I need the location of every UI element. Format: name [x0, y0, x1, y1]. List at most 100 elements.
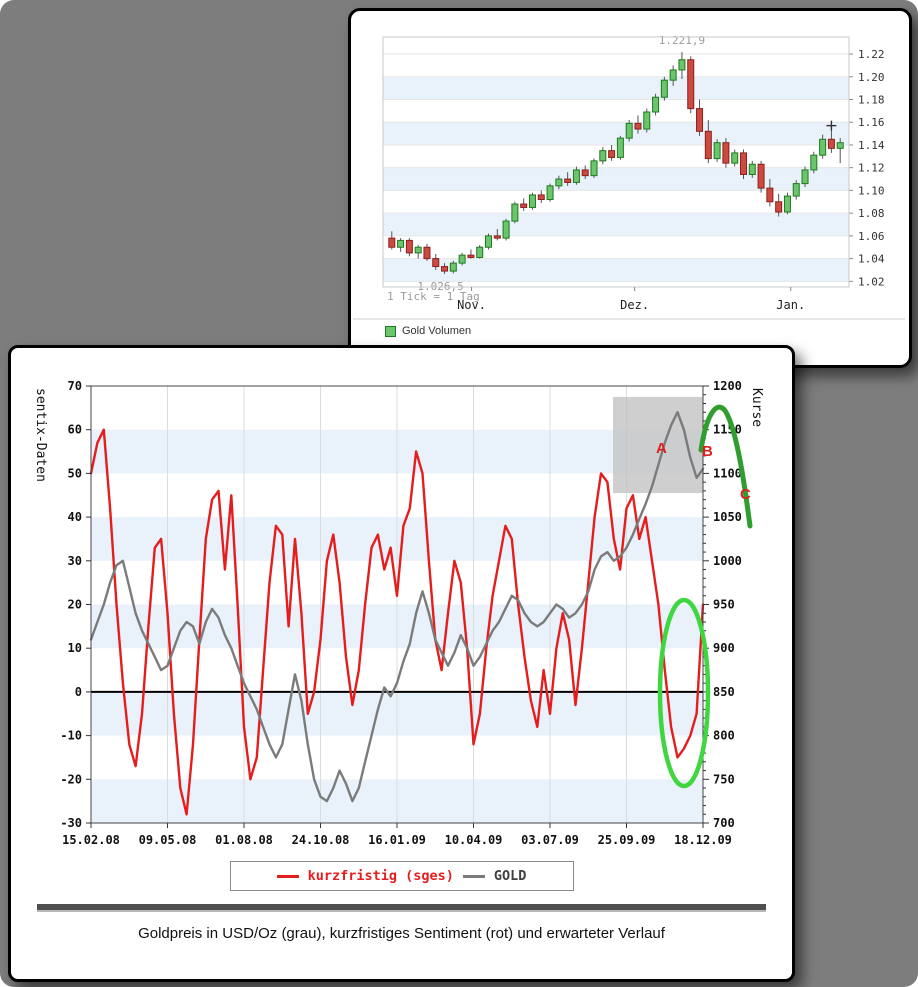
candle-body [757, 163, 765, 189]
candle-body [643, 111, 651, 130]
left-tick-label: 20 [68, 598, 82, 612]
right-tick-label: 1050 [713, 510, 742, 524]
candle-body [449, 262, 457, 272]
candle-body [634, 122, 642, 130]
sentiment-chart-panel: 15.02.08 09.05.08 01.08.08 24.10.08 16.01.09… [8, 345, 795, 982]
left-tick-label: 60 [68, 423, 82, 437]
candle-body [493, 235, 501, 239]
candle-body [485, 235, 493, 248]
svg-text:1.10: 1.10 [858, 184, 885, 197]
date-label: 01.08.08 [215, 833, 273, 847]
candle-body [581, 169, 589, 177]
right-tick-label: 1150 [713, 423, 742, 437]
svg-text:1.06: 1.06 [858, 230, 885, 243]
volume-legend-swatch [385, 325, 396, 337]
date-label: 10.04.09 [445, 833, 503, 847]
annotation-letter-b: B [702, 443, 713, 460]
svg-text:1.22: 1.22 [858, 48, 885, 61]
candle-body [564, 178, 572, 183]
gold-legend-label: GOLD [493, 868, 527, 884]
candle-body [537, 194, 545, 200]
candle-body [775, 201, 783, 213]
right-axis-title: Kurse [749, 388, 764, 427]
candle-body [704, 130, 712, 160]
right-tick-label: 1100 [713, 466, 742, 480]
right-tick-label: 900 [713, 641, 735, 655]
candle-body [731, 152, 739, 164]
candle-body [678, 59, 686, 71]
right-tick-label: 750 [713, 772, 735, 786]
candle-body [502, 220, 510, 239]
date-label: 03.07.09 [521, 833, 579, 847]
candle-body [388, 237, 396, 248]
candle-body [783, 195, 791, 213]
date-label: 16.01.09 [368, 833, 426, 847]
date-label: 09.05.08 [139, 833, 197, 847]
candle-body [766, 187, 774, 203]
candle-body [652, 96, 660, 113]
candle-body [432, 258, 440, 268]
date-label: 24.10.08 [292, 833, 350, 847]
candle-body [511, 203, 519, 222]
date-label: 18.12.09 [674, 833, 732, 847]
annotation-letter-a: A [656, 440, 667, 457]
gold-line-sample [462, 874, 485, 878]
right-tick-label: 700 [713, 816, 735, 830]
left-tick-label: -20 [60, 772, 82, 786]
candle-body [520, 203, 528, 208]
volume-legend-label: Gold Volumen [402, 325, 472, 337]
sentiment-line-sample [276, 874, 299, 878]
left-tick-label: 0 [75, 685, 82, 699]
left-tick-label: 30 [68, 554, 82, 568]
left-tick-label: 50 [68, 466, 82, 480]
left-axis-title: sentix-Daten [33, 388, 48, 482]
candle-body [801, 169, 809, 185]
right-tick-label: 950 [713, 598, 735, 612]
sentiment-line [89, 428, 705, 816]
caption-divider-bar [37, 904, 766, 910]
candle-body [555, 178, 563, 187]
candle-body [748, 163, 756, 175]
candle-body [441, 266, 449, 272]
candle-body [467, 254, 475, 258]
candle-body [572, 169, 580, 183]
candle-body [792, 183, 800, 197]
svg-text:1.04: 1.04 [858, 253, 885, 266]
candle-body [414, 246, 422, 254]
candle-body [608, 150, 616, 158]
annotation-letter-c: C [740, 486, 751, 503]
candle-body [827, 138, 835, 149]
right-tick-label: 800 [713, 729, 735, 743]
svg-text:1.02: 1.02 [858, 275, 885, 288]
candle-body [819, 138, 827, 156]
gold-line [89, 410, 705, 803]
candle-body [476, 246, 484, 258]
chart-caption: Goldpreis in USD/Oz (grau), kurzfristige… [138, 925, 665, 942]
svg-text:1.18: 1.18 [858, 94, 885, 107]
candle-body [546, 185, 554, 200]
chart-legend: kurzfristig (sges) GOLD [229, 861, 574, 891]
candle-body [625, 122, 633, 139]
candle-body [836, 142, 844, 149]
right-tick-label: 850 [713, 685, 735, 699]
candle-body [660, 79, 668, 98]
date-label: 15.02.08 [62, 833, 120, 847]
gold-candlestick-chart: 1.02 1.04 1.06 1.08 1.10 1.12 1.14 1.16 1.18 1.20… [353, 34, 905, 320]
candle-body [722, 142, 730, 164]
candle-body [669, 69, 677, 81]
right-tick-label: 1200 [713, 379, 742, 393]
candle-body [713, 142, 721, 160]
candle-body [458, 254, 466, 264]
candlestick-chart-panel: 1.02 1.04 1.06 1.08 1.10 1.12 1.14 1.16 1.18 1.20… [348, 8, 912, 368]
month-label: Dez. [620, 298, 649, 312]
month-label: Jan. [776, 298, 805, 312]
sentiment-legend-label: kurzfristig (sges) [307, 868, 454, 884]
candle-body [599, 150, 607, 162]
left-tick-label: 10 [68, 641, 82, 655]
date-label: 25.09.09 [598, 833, 656, 847]
svg-text:1.14: 1.14 [858, 139, 885, 152]
candle-body [687, 59, 695, 110]
candle-body [397, 239, 405, 248]
candle-body [616, 137, 624, 158]
